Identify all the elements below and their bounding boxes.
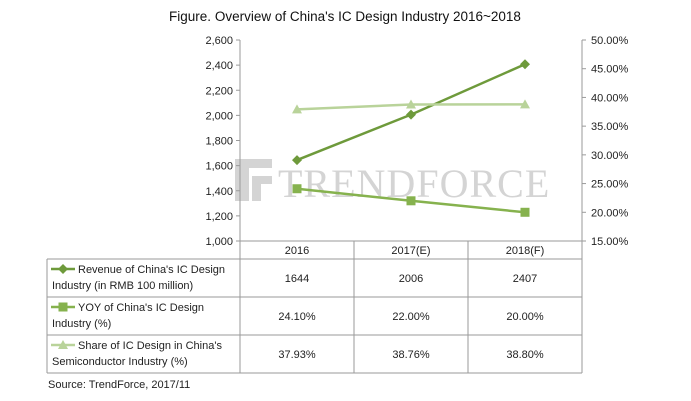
table-value-cell: 20.00% [506, 311, 544, 323]
table-value-cell: 22.00% [392, 311, 430, 323]
y-left-tick-label: 1,000 [205, 236, 233, 248]
y-left-tick-label: 2,400 [205, 60, 233, 72]
y-right-tick-label: 40.00% [591, 92, 629, 104]
table-value-cell: 24.10% [278, 311, 316, 323]
data-point-triangle [292, 104, 302, 114]
data-point-square [406, 196, 416, 206]
legend-series-name: Share of IC Design in China's [78, 340, 222, 352]
y-left-tick-label: 2,000 [205, 110, 233, 122]
data-point-diamond [406, 109, 416, 120]
y-left-tick-label: 1,800 [205, 136, 233, 148]
y-right-tick-label: 15.00% [591, 236, 629, 248]
y-right-tick-label: 50.00% [591, 35, 629, 47]
axes-layer: 1,000 1,200 1,400 1,600 1,800 2,000 2,200 2,400… [205, 35, 628, 248]
category-label: 2016 [285, 245, 309, 257]
y-right-tick-label: 20.00% [591, 207, 629, 219]
data-point-triangle [520, 99, 530, 109]
legend-series-name: Revenue of China's IC Design [78, 264, 225, 276]
legend-series-name: Semiconductor Industry (%) [52, 356, 188, 368]
legend-series-name: YOY of China's IC Design [78, 302, 204, 314]
data-point-triangle [406, 99, 416, 109]
data-point-diamond [520, 59, 530, 70]
data-point-square [520, 207, 530, 217]
y-left-tick-label: 2,200 [205, 85, 233, 97]
series-layer [292, 59, 530, 217]
data-point-square [58, 302, 68, 312]
y-right-tick-label: 25.00% [591, 179, 629, 191]
category-label: 2018(F) [506, 245, 545, 257]
y-right-tick-label: 45.00% [591, 64, 629, 76]
data-table: 2016 2017(E) 2018(F) Revenue of China's IC … [46, 240, 583, 374]
data-point-diamond [58, 264, 68, 274]
data-point-diamond [292, 155, 302, 166]
y-left-tick-label: 1,600 [205, 161, 233, 173]
legend-series-name: Industry (in RMB 100 million) [52, 280, 193, 292]
data-point-triangle [58, 340, 68, 349]
chart-title: Figure. Overview of China's IC Design In… [169, 9, 521, 24]
y-right-tick-label: 35.00% [591, 121, 629, 133]
y-left-tick-label: 1,400 [205, 186, 233, 198]
data-point-square [292, 184, 302, 194]
y-left-tick-label: 1,200 [205, 211, 233, 223]
table-value-cell: 38.80% [506, 349, 544, 361]
legend-series-name: Industry (%) [52, 318, 111, 330]
table-value-cell: 2407 [513, 273, 537, 285]
table-value-cell: 1644 [285, 273, 309, 285]
y-left-tick-label: 2,600 [205, 35, 233, 47]
category-label: 2017(E) [391, 245, 430, 257]
table-value-cell: 38.76% [392, 349, 430, 361]
y-right-tick-label: 30.00% [591, 150, 629, 162]
table-value-cell: 37.93% [278, 349, 316, 361]
table-value-cell: 2006 [399, 273, 423, 285]
source-note: Source: TrendForce, 2017/11 [48, 379, 190, 391]
